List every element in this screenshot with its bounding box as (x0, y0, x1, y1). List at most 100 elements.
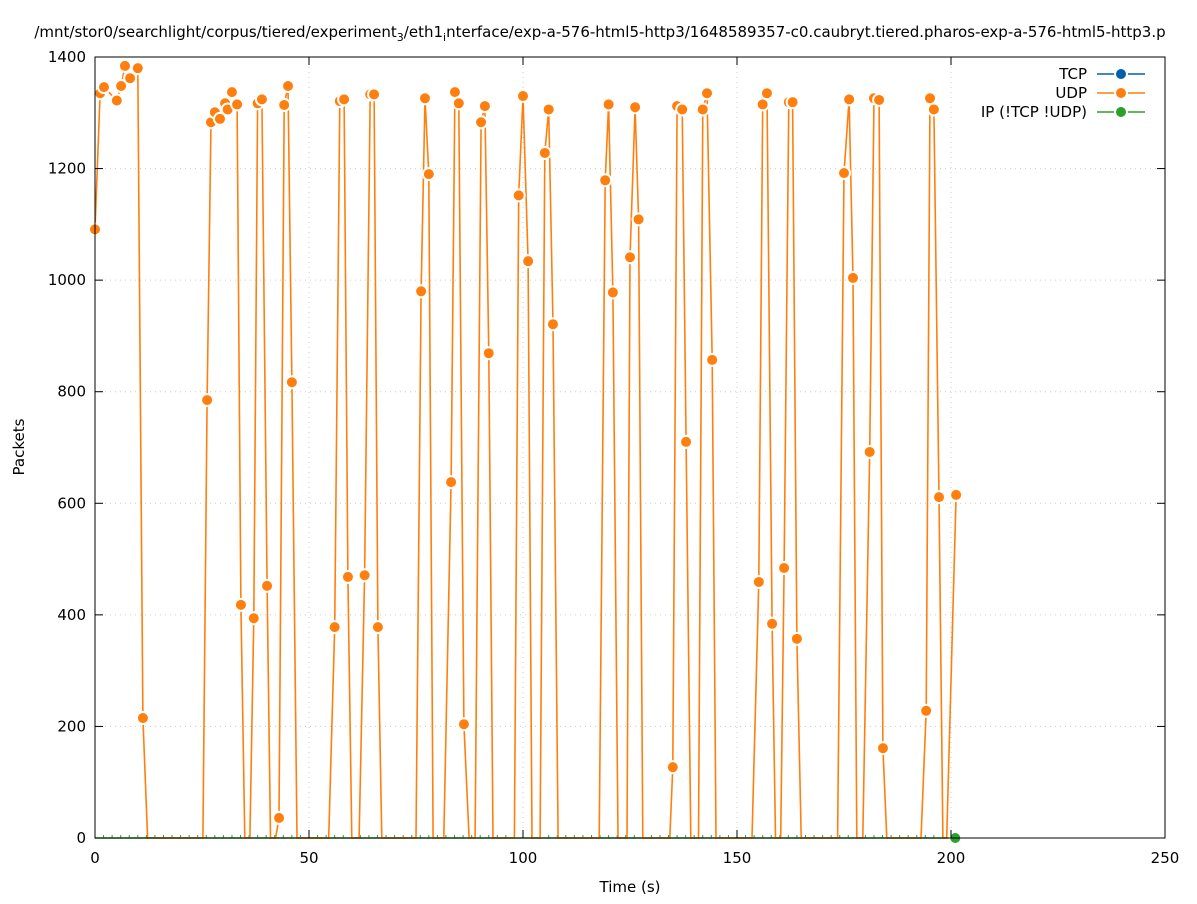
data-point (123, 71, 138, 86)
x-axis-label: Time (s) (599, 878, 661, 896)
data-point (456, 717, 471, 732)
y-tick-label: 1200 (48, 160, 86, 178)
data-point (96, 80, 111, 95)
data-point (417, 91, 432, 106)
data-point (789, 631, 804, 646)
data-point (759, 86, 774, 101)
data-point (932, 490, 947, 505)
data-point (281, 79, 296, 94)
data-point (695, 102, 710, 117)
data-point (837, 166, 851, 181)
y-tick-label: 600 (57, 494, 86, 512)
x-tick-label: 0 (90, 849, 100, 867)
title-subscript: 3 (397, 31, 404, 44)
data-point (272, 810, 287, 825)
data-point (537, 145, 552, 160)
data-point (631, 212, 646, 227)
data-point (414, 284, 429, 299)
data-point (751, 574, 766, 589)
y-tick-label: 800 (57, 383, 86, 401)
data-point (260, 578, 275, 593)
data-point (949, 487, 964, 502)
data-point (845, 270, 860, 285)
title-subscript: i (443, 31, 446, 44)
data-point (212, 111, 227, 126)
data-point (474, 115, 489, 130)
y-tick-label: 200 (57, 717, 86, 735)
legend-label: IP (!TCP !UDP) (981, 103, 1087, 121)
data-point (872, 92, 887, 107)
data-point (875, 741, 890, 756)
data-point (254, 92, 269, 107)
data-point (926, 102, 941, 117)
data-point (114, 79, 129, 94)
data-point (919, 703, 934, 718)
data-point (862, 444, 877, 459)
data-point (477, 99, 492, 114)
data-point (451, 96, 466, 111)
data-point (785, 95, 800, 110)
data-point (521, 254, 536, 269)
data-point (130, 61, 145, 76)
data-point (370, 620, 385, 635)
data-point (117, 58, 132, 73)
y-tick-label: 1400 (48, 48, 86, 66)
data-point (246, 611, 261, 626)
data-point (200, 393, 215, 408)
data-point (623, 250, 637, 265)
y-tick-label: 400 (57, 606, 86, 624)
data-point (135, 711, 150, 726)
data-point (337, 92, 352, 107)
data-point (284, 375, 299, 390)
data-point (233, 597, 248, 612)
legend-marker (1114, 67, 1128, 81)
x-tick-label: 50 (299, 849, 318, 867)
data-point (516, 89, 530, 104)
chart-title: /mnt/stor0/searchlight/corpus/tiered/exp… (34, 23, 1165, 44)
data-point (765, 616, 780, 631)
data-point (628, 100, 643, 115)
series-line (94, 63, 957, 839)
y-tick-label: 0 (76, 829, 86, 847)
data-point (224, 85, 239, 100)
data-point (277, 97, 292, 112)
title-part: /eth1 (404, 23, 443, 41)
data-point (109, 93, 124, 108)
data-point (421, 167, 436, 182)
data-point (367, 87, 382, 102)
data-point (340, 569, 355, 584)
x-tick-label: 200 (937, 849, 966, 867)
data-point (598, 173, 613, 188)
series-udp (88, 58, 964, 839)
data-point (327, 620, 342, 635)
data-point (481, 346, 496, 361)
data-point (541, 102, 556, 117)
data-point (679, 434, 694, 449)
title-part: nterface/exp-a-576-html5-http3/164858935… (446, 23, 1166, 41)
x-tick-label: 150 (723, 849, 752, 867)
data-point (842, 92, 857, 107)
data-point (605, 285, 620, 300)
legend-label: TCP (1058, 65, 1087, 83)
data-point (444, 475, 459, 490)
data-point (777, 560, 792, 575)
data-point (357, 568, 372, 583)
data-point (601, 97, 616, 112)
data-point (705, 352, 720, 367)
legend-marker (1114, 105, 1128, 119)
data-point (511, 188, 526, 203)
y-tick-label: 1000 (48, 271, 86, 289)
data-point (545, 317, 560, 332)
data-point (700, 86, 715, 101)
data-point (665, 760, 680, 775)
legend-marker (1114, 86, 1128, 100)
data-point (230, 97, 245, 112)
y-axis-label: Packets (10, 418, 28, 475)
legend-label: UDP (1055, 84, 1087, 102)
x-tick-label: 100 (509, 849, 538, 867)
plot-border (94, 56, 1166, 839)
title-part: /mnt/stor0/searchlight/corpus/tiered/exp… (34, 23, 397, 41)
x-tick-label: 250 (1151, 849, 1180, 867)
